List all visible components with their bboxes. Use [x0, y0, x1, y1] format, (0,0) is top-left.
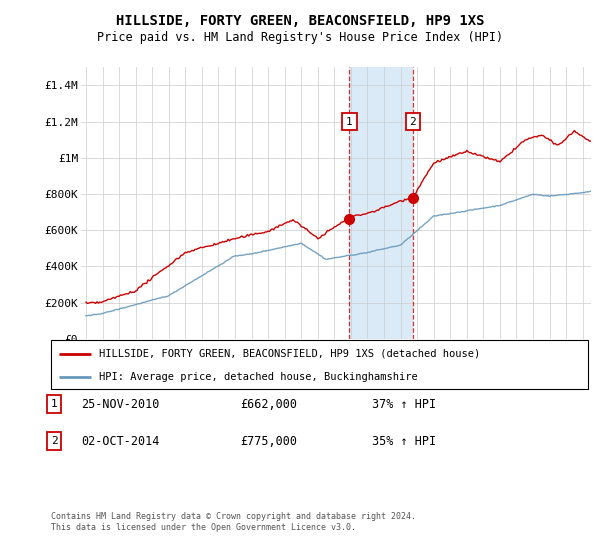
Text: 37% ↑ HPI: 37% ↑ HPI: [372, 398, 436, 411]
Text: 1: 1: [50, 399, 58, 409]
Text: 02-OCT-2014: 02-OCT-2014: [81, 435, 160, 448]
Text: £775,000: £775,000: [240, 435, 297, 448]
Text: 1: 1: [346, 116, 353, 127]
Text: 25-NOV-2010: 25-NOV-2010: [81, 398, 160, 411]
Text: £662,000: £662,000: [240, 398, 297, 411]
Bar: [349, 67, 413, 339]
Text: HILLSIDE, FORTY GREEN, BEACONSFIELD, HP9 1XS: HILLSIDE, FORTY GREEN, BEACONSFIELD, HP9…: [116, 14, 484, 28]
Text: 2: 2: [50, 436, 58, 446]
Text: Price paid vs. HM Land Registry's House Price Index (HPI): Price paid vs. HM Land Registry's House …: [97, 31, 503, 44]
Text: 35% ↑ HPI: 35% ↑ HPI: [372, 435, 436, 448]
Text: Contains HM Land Registry data © Crown copyright and database right 2024.
This d: Contains HM Land Registry data © Crown c…: [51, 512, 416, 532]
Text: HPI: Average price, detached house, Buckinghamshire: HPI: Average price, detached house, Buck…: [100, 372, 418, 382]
Text: HILLSIDE, FORTY GREEN, BEACONSFIELD, HP9 1XS (detached house): HILLSIDE, FORTY GREEN, BEACONSFIELD, HP9…: [100, 349, 481, 359]
Text: 2: 2: [410, 116, 416, 127]
